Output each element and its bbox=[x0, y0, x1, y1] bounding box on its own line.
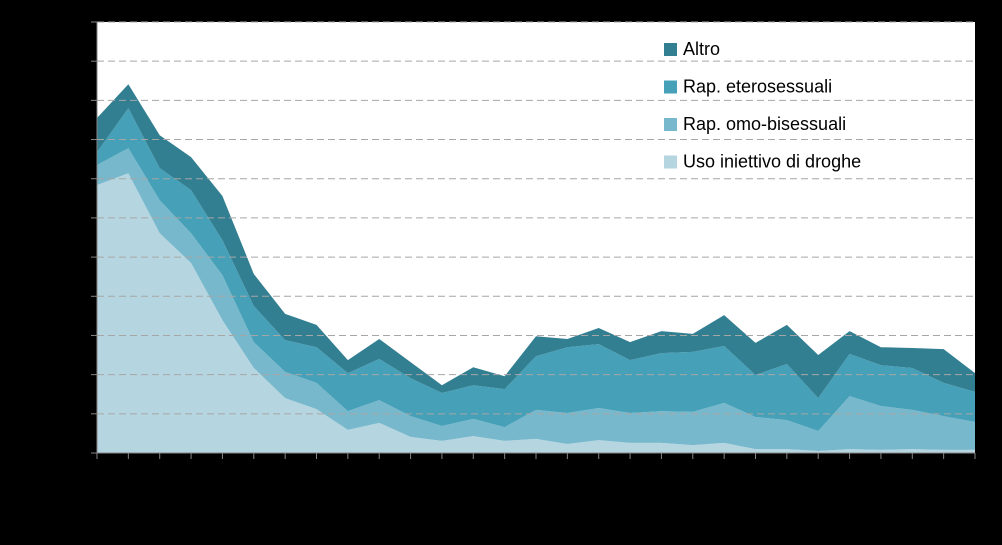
legend-label: Rap. omo-bisessuali bbox=[683, 114, 846, 134]
legend-swatch bbox=[664, 43, 677, 56]
legend-label: Rap. eterosessuali bbox=[683, 76, 832, 96]
legend-label: Uso iniettivo di droghe bbox=[683, 151, 861, 171]
legend-label: Altro bbox=[683, 39, 720, 59]
area bbox=[97, 108, 975, 432]
area bbox=[97, 148, 975, 452]
area bbox=[97, 173, 975, 453]
legend-swatch bbox=[664, 155, 677, 169]
legend-swatch bbox=[664, 118, 677, 131]
legend-swatch bbox=[664, 80, 677, 94]
